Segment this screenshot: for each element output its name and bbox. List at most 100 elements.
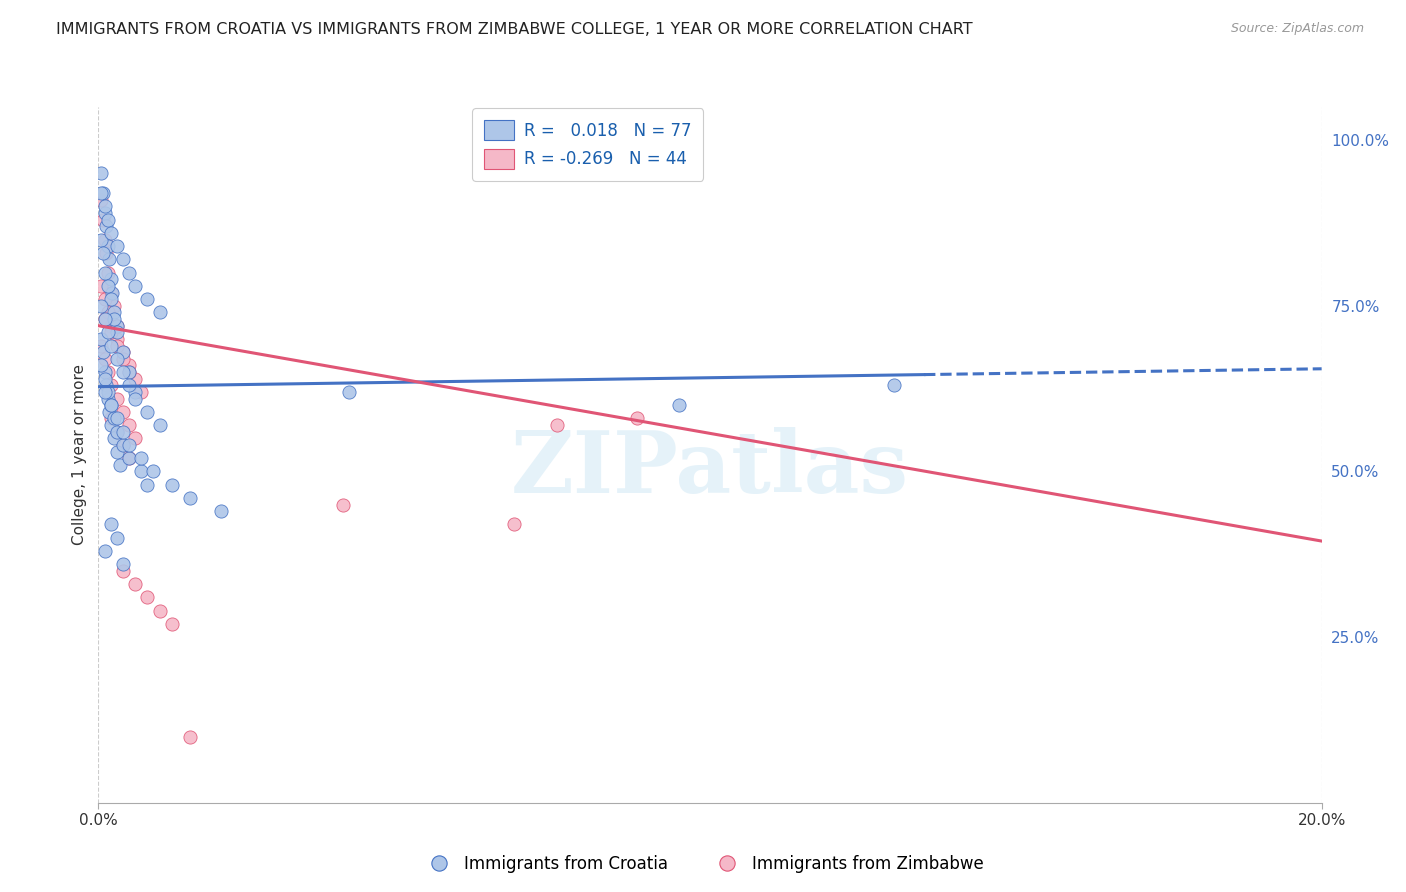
Point <box>100 318 122 333</box>
Point <box>97 384 120 399</box>
Point <box>90 233 112 247</box>
Point <box>93 372 115 386</box>
Point <box>160 616 183 631</box>
Point <box>124 372 146 386</box>
Point <box>111 365 134 379</box>
Point <box>124 392 146 406</box>
Point <box>105 318 128 333</box>
Point <box>105 351 128 366</box>
Point <box>105 425 128 439</box>
Point <box>100 226 122 240</box>
Point <box>97 239 120 253</box>
Point <box>90 359 112 373</box>
Point <box>118 418 141 433</box>
Point <box>100 378 122 392</box>
Point <box>93 384 115 399</box>
Point <box>91 212 114 227</box>
Point <box>98 405 121 419</box>
Point <box>105 444 128 458</box>
Point <box>105 531 128 545</box>
Point <box>97 279 120 293</box>
Point <box>94 219 117 234</box>
Point <box>111 345 134 359</box>
Point <box>103 312 125 326</box>
Point <box>118 451 141 466</box>
Point <box>111 252 134 267</box>
Point <box>100 418 122 433</box>
Point <box>100 292 122 306</box>
Point <box>668 398 690 412</box>
Point <box>90 332 112 346</box>
Y-axis label: College, 1 year or more: College, 1 year or more <box>72 365 87 545</box>
Point <box>105 332 128 346</box>
Point <box>118 266 141 280</box>
Point <box>142 465 165 479</box>
Point <box>100 398 122 412</box>
Point <box>90 299 112 313</box>
Point <box>124 431 146 445</box>
Point <box>93 199 115 213</box>
Point <box>332 498 354 512</box>
Point <box>100 285 122 300</box>
Point <box>90 338 112 352</box>
Point <box>93 206 115 220</box>
Point <box>100 326 122 340</box>
Point <box>97 305 120 319</box>
Point <box>105 411 128 425</box>
Point <box>118 438 141 452</box>
Point <box>626 411 648 425</box>
Point <box>111 438 134 452</box>
Point <box>118 365 141 379</box>
Point <box>337 384 360 399</box>
Point <box>111 351 134 366</box>
Point <box>105 425 128 439</box>
Point <box>97 365 120 379</box>
Point <box>97 326 120 340</box>
Point <box>105 326 128 340</box>
Point <box>111 558 134 572</box>
Point <box>93 312 115 326</box>
Point <box>105 318 128 333</box>
Point <box>111 564 134 578</box>
Point <box>129 465 152 479</box>
Point <box>118 359 141 373</box>
Point <box>97 392 120 406</box>
Point <box>94 245 117 260</box>
Text: IMMIGRANTS FROM CROATIA VS IMMIGRANTS FROM ZIMBABWE COLLEGE, 1 YEAR OR MORE CORR: IMMIGRANTS FROM CROATIA VS IMMIGRANTS FR… <box>56 22 973 37</box>
Point <box>124 577 146 591</box>
Point <box>209 504 232 518</box>
Point <box>124 384 146 399</box>
Point <box>91 345 114 359</box>
Point <box>97 266 120 280</box>
Point <box>103 431 125 445</box>
Point <box>103 411 125 425</box>
Point <box>118 451 141 466</box>
Point <box>546 418 568 433</box>
Text: Source: ZipAtlas.com: Source: ZipAtlas.com <box>1230 22 1364 36</box>
Point <box>105 338 128 352</box>
Point <box>503 517 526 532</box>
Point <box>883 378 905 392</box>
Point <box>93 266 115 280</box>
Point <box>100 517 122 532</box>
Point <box>136 292 159 306</box>
Point <box>100 411 122 425</box>
Point <box>129 384 152 399</box>
Point <box>90 193 112 207</box>
Point <box>93 351 115 366</box>
Point <box>111 405 134 419</box>
Point <box>93 292 115 306</box>
Point <box>108 458 131 472</box>
Point <box>149 305 172 319</box>
Point <box>94 378 117 392</box>
Point <box>111 425 134 439</box>
Point <box>93 312 115 326</box>
Point <box>90 186 112 201</box>
Text: ZIPatlas: ZIPatlas <box>510 427 910 511</box>
Legend: Immigrants from Croatia, Immigrants from Zimbabwe: Immigrants from Croatia, Immigrants from… <box>416 848 990 880</box>
Point <box>129 451 152 466</box>
Point <box>149 418 172 433</box>
Point <box>111 438 134 452</box>
Point <box>118 365 141 379</box>
Point <box>97 212 120 227</box>
